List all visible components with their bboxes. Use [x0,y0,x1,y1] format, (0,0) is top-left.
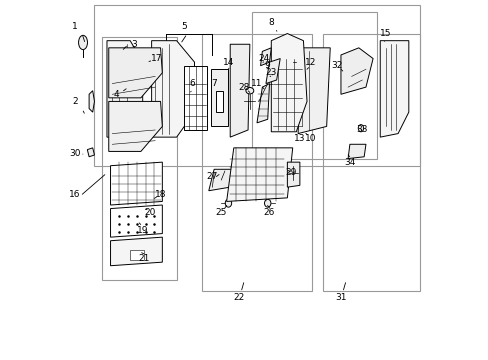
Ellipse shape [245,87,253,94]
Polygon shape [260,48,271,66]
Polygon shape [110,162,162,205]
Text: 33: 33 [356,126,367,135]
Polygon shape [380,41,408,137]
Text: 12: 12 [305,58,316,67]
Polygon shape [347,144,365,158]
Polygon shape [265,59,280,84]
Text: 18: 18 [155,190,166,199]
Text: 29: 29 [285,168,296,177]
Text: 8: 8 [268,18,274,27]
Polygon shape [257,84,269,123]
Bar [130,249,144,260]
Polygon shape [110,205,162,237]
Text: 30: 30 [69,149,81,158]
Text: 27: 27 [206,172,218,181]
Text: 4: 4 [113,90,119,99]
Text: 32: 32 [331,61,343,70]
Polygon shape [340,48,372,94]
Text: 3: 3 [131,40,136,49]
Polygon shape [271,33,306,132]
Text: 14: 14 [222,58,234,67]
Ellipse shape [225,199,231,207]
Text: 6: 6 [189,79,195,88]
Text: 10: 10 [304,134,316,143]
Ellipse shape [79,35,87,50]
Ellipse shape [264,199,270,207]
Ellipse shape [121,49,124,54]
Text: 1: 1 [72,22,78,31]
Polygon shape [89,91,94,112]
Text: 23: 23 [265,68,276,77]
Text: 11: 11 [251,79,262,88]
Text: 20: 20 [144,208,155,217]
Polygon shape [208,169,233,191]
Text: 9: 9 [264,61,270,70]
Text: 13: 13 [293,134,305,143]
Text: 16: 16 [69,190,81,199]
Polygon shape [226,148,292,202]
Polygon shape [108,48,162,98]
Polygon shape [108,102,162,152]
Bar [94,5,419,166]
Bar [323,33,419,291]
Text: 26: 26 [264,208,275,217]
Bar [183,66,206,130]
Bar [251,12,376,158]
Polygon shape [151,41,194,137]
Text: 5: 5 [181,22,186,31]
Bar [201,33,312,291]
Text: 25: 25 [215,208,226,217]
Polygon shape [287,162,299,187]
Polygon shape [298,48,329,134]
Text: 15: 15 [379,29,390,38]
Polygon shape [107,41,142,137]
Text: 34: 34 [344,158,355,167]
Text: 19: 19 [137,225,148,234]
Text: 22: 22 [233,293,244,302]
Bar [210,69,227,126]
Text: 2: 2 [72,97,78,106]
Text: 17: 17 [151,54,163,63]
Text: 31: 31 [334,293,346,302]
Ellipse shape [358,125,363,132]
Text: 21: 21 [139,254,150,263]
Polygon shape [230,44,249,137]
Bar [102,37,176,280]
Polygon shape [110,237,162,266]
Polygon shape [87,148,94,157]
Ellipse shape [120,44,122,48]
Text: 7: 7 [211,79,217,88]
Bar [216,91,223,112]
Text: 24: 24 [258,54,269,63]
Text: 28: 28 [238,83,250,92]
